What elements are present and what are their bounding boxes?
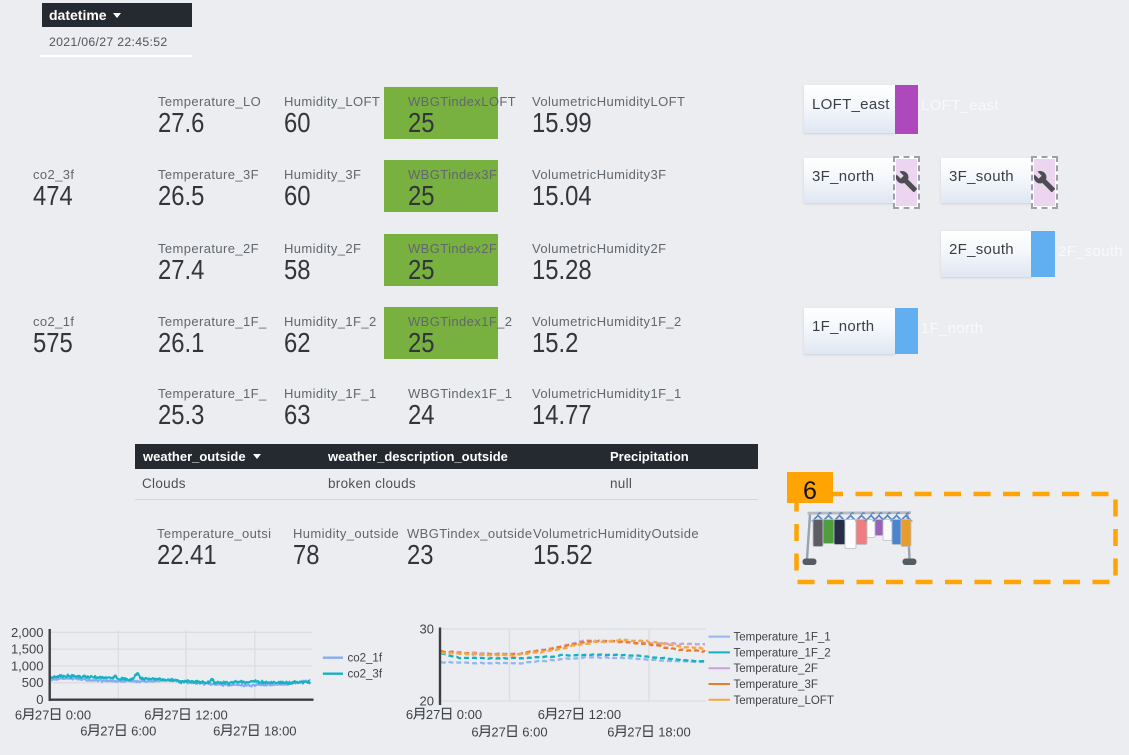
svg-text:12:00: 12:00 — [195, 708, 228, 723]
svg-text:27: 27 — [558, 707, 572, 722]
svg-text:co2_1f: co2_1f — [348, 653, 383, 665]
svg-text:0:00: 0:00 — [66, 708, 91, 723]
svg-text:1,000: 1,000 — [11, 658, 44, 673]
svg-text:6: 6 — [144, 708, 151, 723]
svg-text:6: 6 — [213, 724, 220, 739]
svg-text:18:00: 18:00 — [264, 724, 297, 739]
svg-text:1,500: 1,500 — [11, 642, 44, 657]
svg-text:2,000: 2,000 — [11, 625, 44, 640]
svg-text:27: 27 — [100, 724, 114, 739]
svg-text:6:00: 6:00 — [131, 724, 156, 739]
svg-text:co2_3f: co2_3f — [348, 669, 383, 681]
svg-text:Temperature_2F: Temperature_2F — [734, 663, 818, 675]
svg-text:20: 20 — [420, 694, 434, 709]
svg-text:Temperature_LOFT: Temperature_LOFT — [734, 695, 834, 707]
svg-text:12:00: 12:00 — [589, 707, 622, 722]
svg-text:27: 27 — [426, 707, 440, 722]
svg-text:18:00: 18:00 — [658, 725, 691, 740]
svg-text:Temperature_3F: Temperature_3F — [734, 679, 818, 691]
svg-text:6:00: 6:00 — [522, 725, 547, 740]
svg-text:500: 500 — [22, 675, 44, 690]
svg-text:27: 27 — [491, 725, 505, 740]
svg-text:27: 27 — [627, 725, 641, 740]
svg-text:6: 6 — [80, 724, 87, 739]
svg-text:30: 30 — [420, 622, 434, 637]
svg-text:6: 6 — [607, 725, 614, 740]
svg-text:6: 6 — [471, 725, 478, 740]
svg-text:27: 27 — [164, 708, 178, 723]
svg-text:0: 0 — [36, 692, 43, 707]
svg-text:Temperature_1F_1: Temperature_1F_1 — [734, 632, 831, 644]
svg-text:0:00: 0:00 — [457, 707, 482, 722]
svg-text:6: 6 — [406, 707, 413, 722]
svg-text:27: 27 — [35, 708, 49, 723]
svg-text:Temperature_1F_2: Temperature_1F_2 — [734, 647, 831, 659]
svg-text:27: 27 — [233, 724, 247, 739]
svg-text:6: 6 — [538, 707, 545, 722]
svg-text:6: 6 — [15, 708, 22, 723]
